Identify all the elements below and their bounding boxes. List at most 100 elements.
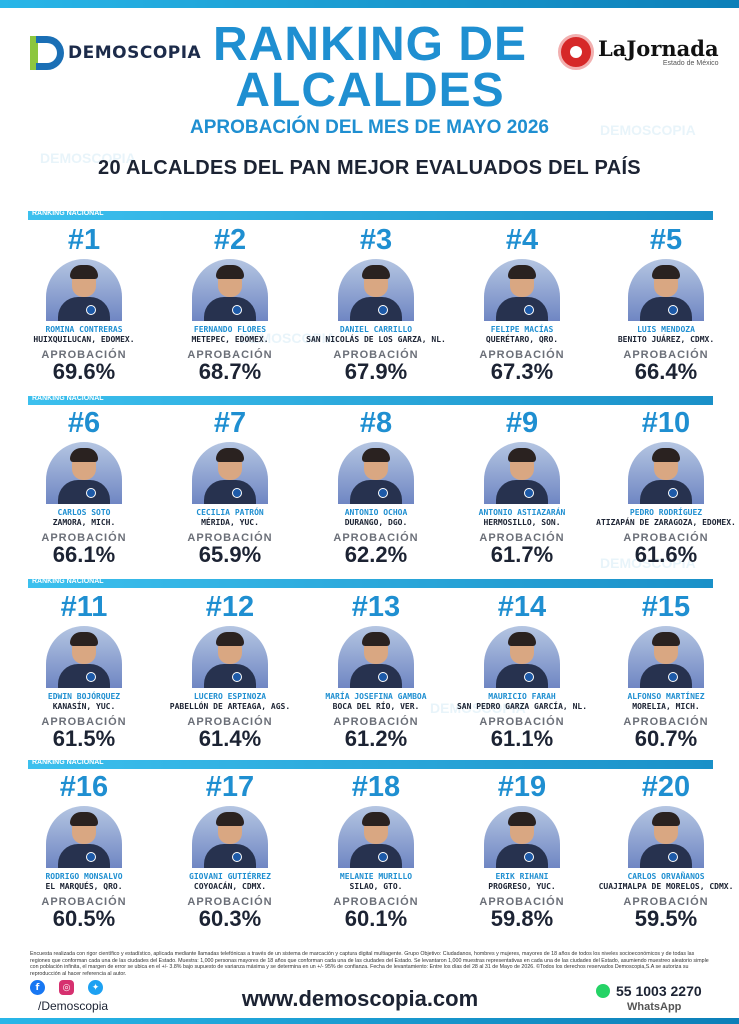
mayor-photo [628, 259, 704, 321]
approval-label: APROBACIÓN [187, 716, 273, 728]
ranking-band-2: RANKING NACIONAL [28, 395, 713, 405]
party-badge-icon [378, 488, 388, 498]
approval-label: APROBACIÓN [333, 532, 419, 544]
approval-label: APROBACIÓN [623, 716, 709, 728]
approval-value: 61.7% [490, 542, 554, 567]
approval-label: APROBACIÓN [479, 716, 565, 728]
party-badge-icon [232, 488, 242, 498]
mayor-photo [46, 259, 122, 321]
mayor-municipality: BOCA DEL RÍO, VER. [332, 702, 420, 711]
party-badge-icon [668, 672, 678, 682]
mayor-photo [628, 442, 704, 504]
mayor-card: #20 CARLOS ORVAÑANOS CUAJIMALPA DE MORELOS… [596, 772, 736, 930]
mayor-card: #7 CECILIA PATRÓN MÉRIDA, YUC. APROBACIÓN 65… [160, 408, 300, 566]
approval-value: 66.4% [634, 359, 698, 384]
ranking-band-label: RANKING NACIONAL [32, 759, 104, 766]
rank-number: #6 [67, 407, 101, 439]
bottom-accent-bar [0, 1018, 739, 1024]
mayor-card: #2 FERNANDO FLORES METEPEC, EDOMEX. APROBAC… [160, 225, 300, 383]
social-links: f ◎ ✦ [30, 980, 103, 995]
mayor-card: #3 DANIEL CARRILLO SAN NICOLÁS DE LOS GARZ… [306, 225, 446, 383]
party-badge-icon [232, 672, 242, 682]
mayor-municipality: METEPEC, EDOMEX. [191, 335, 269, 344]
mayor-municipality: MORELIA, MICH. [632, 702, 700, 711]
party-badge-icon [524, 305, 534, 315]
approval-value: 61.1% [490, 726, 554, 751]
approval-value: 62.2% [344, 542, 408, 567]
mayor-municipality: HUIXQUILUCAN, EDOMEX. [33, 335, 135, 344]
mayor-municipality: KANASÍN, YUC. [52, 702, 116, 711]
top-accent-bar [0, 0, 739, 8]
watermark: DEMOSCOPIA [600, 122, 696, 138]
mayor-card: #8 ANTONIO OCHOA DURANGO, DGO. APROBACIÓN 62… [306, 408, 446, 566]
rank-number: #12 [205, 591, 255, 623]
website-link[interactable]: www.demoscopia.com [241, 986, 479, 1011]
rank-number: #5 [649, 224, 683, 256]
social-handle: /Demoscopia [38, 999, 109, 1013]
party-badge-icon [378, 305, 388, 315]
watermark: DEMOSCOPIA [430, 700, 526, 716]
mayor-name: ANTONIO ASTIAZARÁN [478, 508, 566, 517]
mayor-card: #6 CARLOS SOTO ZAMORA, MICH. APROBACIÓN 66.1… [14, 408, 154, 566]
rank-number: #20 [641, 771, 691, 803]
mayor-municipality: PABELLÓN DE ARTEAGA, AGS. [169, 702, 291, 711]
approval-label: APROBACIÓN [623, 532, 709, 544]
approval-value: 68.7% [198, 359, 262, 384]
mayor-card: #11 EDWIN BOJÓRQUEZ KANASÍN, YUC. APROBACIÓ… [14, 592, 154, 750]
lajornada-subtitle: Estado de México [662, 59, 719, 67]
rank-number: #14 [497, 591, 547, 623]
ranking-heading: 20 ALCALDES DEL PAN MEJOR EVALUADOS DEL … [98, 157, 641, 179]
mayor-name: CARLOS SOTO [57, 508, 111, 517]
mayor-photo [192, 259, 268, 321]
mayor-municipality: COYOACÁN, CDMX. [193, 882, 267, 891]
approval-value: 69.6% [52, 359, 116, 384]
approval-value: 60.3% [198, 906, 262, 931]
approval-label: APROBACIÓN [623, 349, 709, 361]
instagram-icon[interactable]: ◎ [59, 980, 74, 995]
watermark: DEMOSCOPIA [40, 150, 136, 166]
mayor-name: ALFONSO MARTÍNEZ [627, 692, 705, 701]
mayor-card: #10 PEDRO RODRÍGUEZ ATIZAPÁN DE ZARAGOZA, … [596, 408, 736, 566]
mayor-card: #4 FELIPE MACÍAS QUERÉTARO, QRO. APROBACIÓN… [452, 225, 592, 383]
mayor-name: ERIK RIHANI [495, 872, 549, 881]
rank-number: #4 [505, 224, 539, 256]
ranking-band-label: RANKING NACIONAL [32, 210, 104, 217]
approval-label: APROBACIÓN [41, 532, 127, 544]
rank-number: #8 [359, 407, 393, 439]
whatsapp-icon [596, 984, 610, 998]
mayor-card: #13 MARÍA JOSEFINA GAMBOA BOCA DEL RÍO, VE… [306, 592, 446, 750]
rank-number: #11 [60, 591, 108, 623]
approval-value: 65.9% [198, 542, 262, 567]
mayor-photo [628, 626, 704, 688]
mayor-municipality: ATIZAPÁN DE ZARAGOZA, EDOMEX. [596, 518, 736, 527]
rank-number: #7 [213, 407, 247, 439]
demoscopia-logo: DEMOSCOPIA [30, 36, 201, 70]
lajornada-brand-text: LaJornada [598, 35, 719, 61]
rank-number: #13 [351, 591, 401, 623]
approval-label: APROBACIÓN [187, 532, 273, 544]
mayor-municipality: SAN PEDRO GARZA GARCÍA, NL. [456, 702, 588, 711]
facebook-icon[interactable]: f [30, 980, 45, 995]
mayor-name: LUCERO ESPINOZA [193, 692, 267, 701]
party-badge-icon [668, 852, 678, 862]
party-badge-icon [668, 305, 678, 315]
mayor-photo [338, 259, 414, 321]
twitter-icon[interactable]: ✦ [88, 980, 103, 995]
mayor-photo [338, 442, 414, 504]
approval-label: APROBACIÓN [479, 349, 565, 361]
approval-label: APROBACIÓN [333, 896, 419, 908]
mayor-name: DANIEL CARRILLO [339, 325, 413, 334]
party-badge-icon [378, 672, 388, 682]
mayor-photo [338, 626, 414, 688]
rank-number: #9 [505, 407, 539, 439]
ranking-band-3: RANKING NACIONAL [28, 578, 713, 588]
rank-number: #18 [351, 771, 401, 803]
mayor-name: FELIPE MACÍAS [490, 325, 554, 334]
approval-label: APROBACIÓN [333, 349, 419, 361]
mayor-card: #18 MELANIE MURILLO SILAO, GTO. APROBACIÓN 6… [306, 772, 446, 930]
approval-value: 60.7% [634, 726, 698, 751]
approval-label: APROBACIÓN [41, 349, 127, 361]
mayor-photo [484, 626, 560, 688]
whatsapp-contact[interactable]: 55 1003 2270 [596, 983, 702, 999]
mayor-card: #19 ERIK RIHANI PROGRESO, YUC. APROBACIÓN 59… [452, 772, 592, 930]
